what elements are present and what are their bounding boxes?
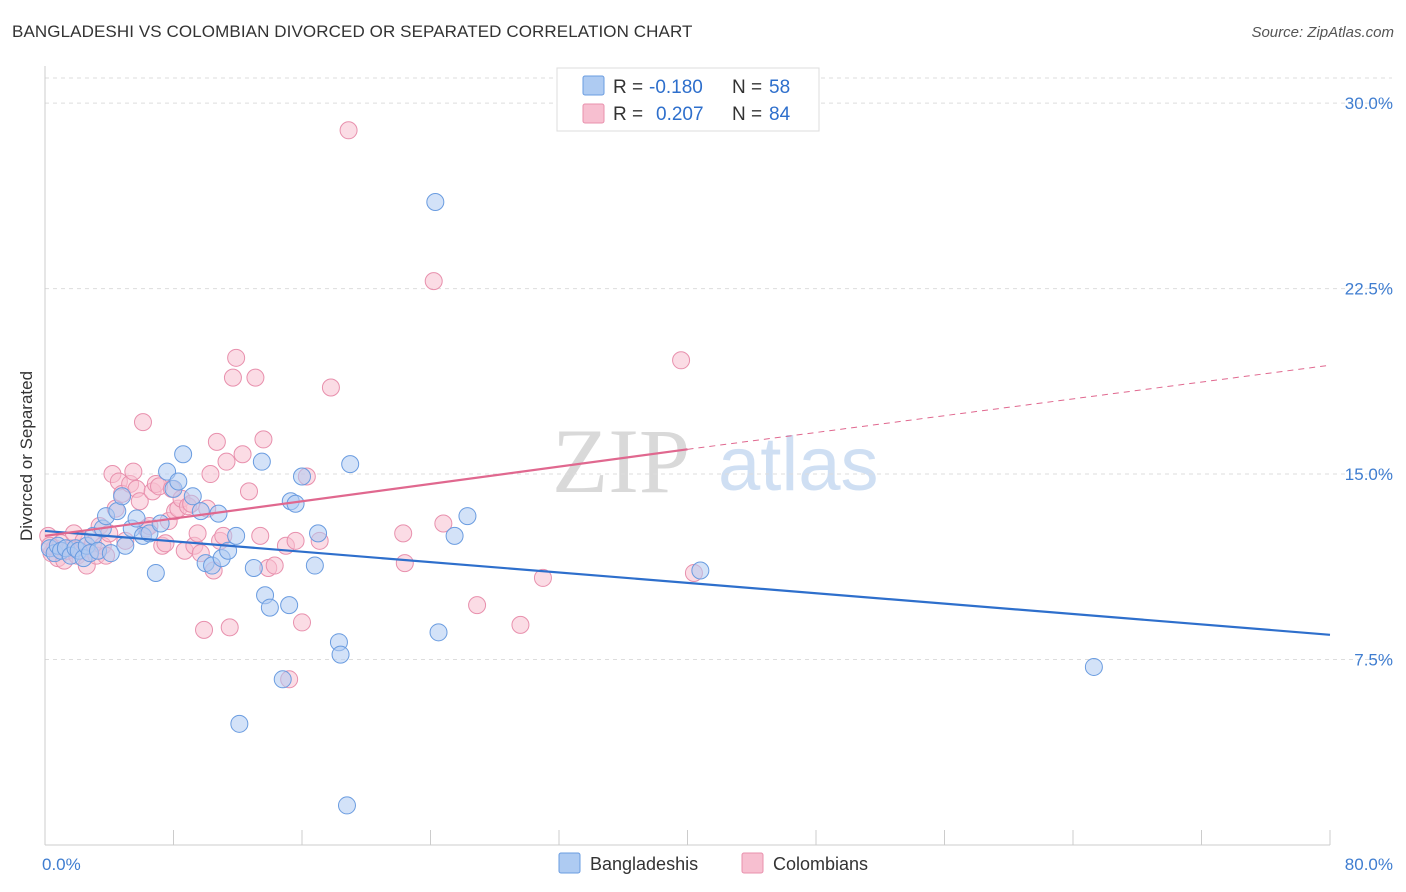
bangladeshis-point-17 <box>113 487 132 506</box>
series-bangladeshis <box>40 193 1103 815</box>
trend-line-colombians-extension <box>687 364 1331 450</box>
y-tick-label-3: 30.0% <box>1345 94 1393 113</box>
y-tick-label-1: 15.0% <box>1345 465 1393 484</box>
colombians-point-69 <box>293 613 311 632</box>
bangladeshis-point-46 <box>293 467 311 486</box>
colombians-point-56 <box>220 618 239 637</box>
trend-line-colombians <box>44 448 688 537</box>
bangladeshis-point-41 <box>260 598 279 617</box>
watermark-atlas: atlas <box>718 422 879 507</box>
colombians-point-60 <box>239 482 258 501</box>
bangladeshis-point-51 <box>337 796 356 815</box>
legend-n-value-1: 58 <box>769 77 790 98</box>
colombians-point-52 <box>207 432 226 451</box>
legend-swatch-colombians <box>582 103 605 124</box>
bangladeshis-point-53 <box>426 193 445 212</box>
colombians-point-55 <box>217 452 236 471</box>
bangladeshis-point-24 <box>151 514 170 533</box>
bangladeshis-point-47 <box>305 556 324 575</box>
series-colombians <box>39 121 703 689</box>
legend-bottom-swatch-bangladeshis <box>558 852 581 874</box>
colombians-point-76 <box>424 272 443 291</box>
colombians-point-79 <box>511 615 530 634</box>
legend-n-value-2: 84 <box>769 104 791 125</box>
colombians-point-78 <box>468 596 487 615</box>
colombians-point-80 <box>533 568 552 587</box>
colombians-point-26 <box>124 462 143 481</box>
bangladeshis-point-39 <box>252 452 271 471</box>
colombians-point-68 <box>286 531 305 550</box>
legend-r-value-2: 0.207 <box>656 104 704 125</box>
bangladeshis-point-23 <box>146 563 165 582</box>
legend-swatch-bangladeshis <box>582 75 605 96</box>
legend-r-label-1: R = <box>613 77 643 98</box>
x-tick-label-0: 0.0% <box>42 855 81 874</box>
legend-bottom-label-bangladeshis: Bangladeshis <box>590 854 698 874</box>
y-tick-label-0: 7.5% <box>1354 651 1393 670</box>
legend-bottom-label-colombians: Colombians <box>773 854 868 874</box>
x-tick-label-1: 80.0% <box>1345 855 1393 874</box>
colombians-point-81 <box>672 351 691 370</box>
colombians-point-75 <box>395 554 414 573</box>
y-axis-label: Divorced or Separated <box>17 371 36 541</box>
legend-bottom-swatch-colombians <box>741 852 764 874</box>
trend-lines <box>44 364 1331 636</box>
bangladeshis-point-18 <box>116 536 135 555</box>
legend-n-label-1: N = <box>732 77 762 98</box>
bangladeshis-point-28 <box>174 445 193 464</box>
legend-bottom: Bangladeshis Colombians <box>558 852 868 874</box>
legend-r-value-1: -0.180 <box>649 77 703 98</box>
chart-source: Source: ZipAtlas.com <box>1251 24 1394 41</box>
colombians-point-28 <box>130 492 149 511</box>
bangladeshis-point-54 <box>429 623 448 642</box>
bangladeshis-point-42 <box>273 670 292 689</box>
bangladeshis-point-36 <box>227 526 246 545</box>
colombians-point-61 <box>246 368 265 387</box>
axes <box>44 66 1331 846</box>
bangladeshis-point-38 <box>244 559 263 578</box>
colombians-point-62 <box>251 526 270 545</box>
colombians-point-50 <box>201 465 220 484</box>
colombians-point-58 <box>227 348 246 367</box>
colombians-point-72 <box>321 378 340 397</box>
colombians-point-63 <box>254 430 273 449</box>
bangladeshis-point-58 <box>1084 657 1103 676</box>
bangladeshis-point-29 <box>183 487 202 506</box>
colombians-point-74 <box>394 524 413 543</box>
bangladeshis-point-15 <box>101 544 120 563</box>
colombians-point-46 <box>188 524 207 543</box>
colombians-point-36 <box>156 534 175 553</box>
bangladeshis-point-55 <box>445 526 464 545</box>
colombians-point-57 <box>223 368 242 387</box>
colombians-point-29 <box>133 413 152 432</box>
y-tick-label-2: 22.5% <box>1345 280 1393 299</box>
bangladeshis-point-50 <box>331 645 350 664</box>
colombians-point-77 <box>434 514 453 533</box>
colombians-point-48 <box>195 620 214 639</box>
watermark-zip: ZIP <box>552 410 690 512</box>
bangladeshis-point-43 <box>280 596 299 615</box>
bangladeshis-point-57 <box>691 561 710 580</box>
legend-r-label-2: R = <box>613 104 643 125</box>
bangladeshis-point-37 <box>230 714 249 733</box>
bangladeshis-point-48 <box>309 524 328 543</box>
chart-title: BANGLADESHI VS COLOMBIAN DIVORCED OR SEP… <box>12 22 693 41</box>
colombians-point-65 <box>265 556 284 575</box>
bangladeshis-point-27 <box>169 472 188 491</box>
tick-labels: 7.5% 15.0% 22.5% 30.0% 0.0% 80.0% <box>42 94 1393 874</box>
colombians-point-59 <box>233 445 252 464</box>
trend-line-bangladeshis <box>44 529 1331 636</box>
colombians-point-73 <box>339 121 358 140</box>
bangladeshis-point-52 <box>341 455 360 474</box>
bangladeshis-point-30 <box>191 502 210 521</box>
bangladeshis-point-56 <box>458 507 477 526</box>
legend-top: R = -0.180 N = 58 R = 0.207 N = 84 <box>556 67 820 132</box>
legend-n-label-2: N = <box>732 104 762 125</box>
